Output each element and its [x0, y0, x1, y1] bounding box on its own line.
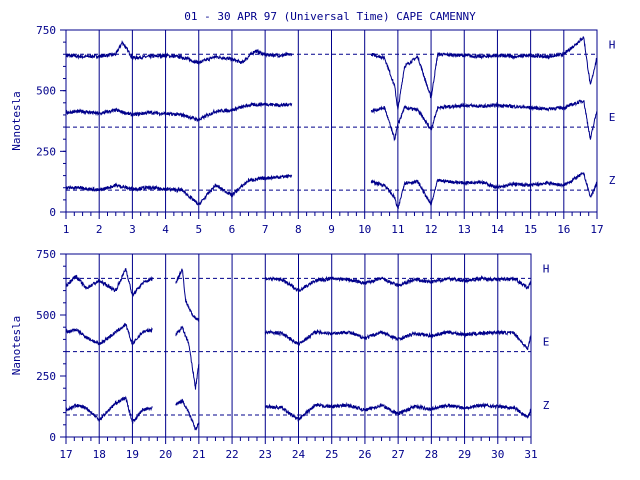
x-tick-label: 13 [458, 223, 471, 236]
y-axis-label: Nanotesla [10, 316, 23, 376]
series-z-line [370, 172, 598, 210]
legend-label-z: Z [543, 399, 550, 412]
x-tick-label: 23 [259, 448, 272, 461]
x-tick-label: 29 [458, 448, 471, 461]
series-z-line [65, 395, 153, 424]
x-tick-label: 10 [358, 223, 371, 236]
series-h-line [264, 274, 532, 293]
legend-label-z: Z [609, 174, 616, 187]
x-tick-label: 27 [392, 448, 405, 461]
y-tick-label: 500 [36, 309, 56, 322]
series-e-line [370, 99, 598, 142]
series-e-line [65, 101, 293, 123]
legend-label-e: E [543, 336, 550, 349]
x-tick-label: 17 [59, 448, 72, 461]
x-tick-label: 9 [328, 223, 335, 236]
y-tick-label: 750 [36, 24, 56, 37]
x-tick-label: 28 [425, 448, 438, 461]
series-e-line [264, 328, 532, 351]
x-tick-label: 20 [159, 448, 172, 461]
legend-label-h: H [543, 262, 550, 275]
x-tick-label: 5 [195, 223, 202, 236]
legend-label-h: H [609, 38, 616, 51]
x-tick-label: 31 [524, 448, 537, 461]
x-tick-label: 1 [63, 223, 70, 236]
x-tick-label: 24 [292, 448, 306, 461]
x-tick-label: 21 [192, 448, 205, 461]
x-tick-label: 14 [491, 223, 505, 236]
y-tick-label: 250 [36, 145, 56, 158]
y-tick-label: 750 [36, 248, 56, 261]
legend-label-e: E [609, 111, 616, 124]
x-tick-label: 18 [93, 448, 106, 461]
x-tick-label: 6 [229, 223, 236, 236]
series-z-line [65, 174, 293, 206]
x-tick-label: 7 [262, 223, 269, 236]
series-h-line [370, 35, 598, 110]
y-tick-label: 0 [49, 206, 56, 219]
series-h-line [65, 268, 153, 297]
y-tick-label: 0 [49, 431, 56, 444]
series-z-line [175, 398, 200, 431]
series-h-line [175, 268, 200, 323]
series-e-line [175, 325, 200, 390]
y-axis-label: Nanotesla [10, 91, 23, 151]
chart-title: 01 - 30 APR 97 (Universal Time) CAPE CAM… [184, 10, 476, 23]
x-tick-label: 30 [491, 448, 504, 461]
x-tick-label: 16 [557, 223, 570, 236]
x-tick-label: 2 [96, 223, 103, 236]
x-tick-label: 25 [325, 448, 338, 461]
series-e-line [65, 322, 153, 346]
y-tick-label: 250 [36, 370, 56, 383]
series-z-line [265, 401, 532, 423]
x-tick-label: 17 [590, 223, 603, 236]
x-tick-label: 4 [162, 223, 169, 236]
x-tick-label: 22 [225, 448, 238, 461]
x-tick-label: 11 [391, 223, 404, 236]
x-tick-label: 3 [129, 223, 136, 236]
x-tick-label: 8 [295, 223, 302, 236]
top-panel-apr-01-17: 1 2 3 4 5 6 7 8 9 10 11 12 13 14 15 16 170250500750Nanot… [10, 24, 616, 236]
x-tick-label: 26 [358, 448, 371, 461]
y-tick-label: 500 [36, 85, 56, 98]
series-h-line [65, 40, 293, 66]
x-tick-label: 15 [524, 223, 537, 236]
x-tick-label: 12 [424, 223, 437, 236]
x-tick-label: 19 [126, 448, 139, 461]
bottom-panel-apr-17-31: 17 18 19 20 21 22 23 24 25 26 27 28 29 30 31 0 250 500 750… [10, 248, 550, 461]
